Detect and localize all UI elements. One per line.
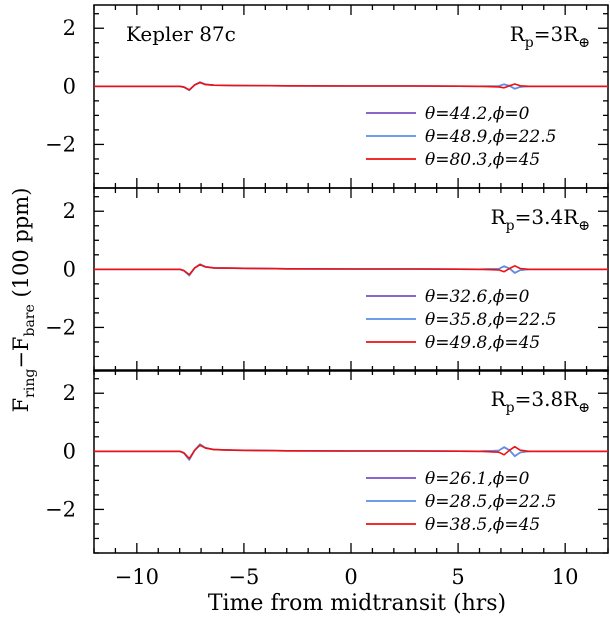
- radius-label: Rp=3.4R⊕: [491, 205, 590, 234]
- radius-earth: ⊕: [578, 218, 590, 234]
- legend-entry-2: θ=48.9,ϕ=22.5: [425, 127, 556, 147]
- x-tick-label: 5: [451, 565, 464, 589]
- legend-entry-3: θ=80.3,ϕ=45: [425, 150, 540, 170]
- y-tick-label: −2: [45, 132, 76, 156]
- radius-earth: ⊕: [578, 400, 590, 416]
- radius-value: =3.8R: [515, 387, 580, 411]
- radius-value: =3R: [534, 22, 579, 46]
- y-tick-label: 0: [63, 74, 76, 98]
- radius-prefix: R: [491, 387, 507, 411]
- radius-prefix: R: [510, 22, 526, 46]
- y-tick-label: 2: [63, 381, 76, 405]
- x-axis-label: Time from midtransit (hrs): [208, 591, 506, 616]
- series-line-3: [94, 263, 608, 276]
- object-label: Kepler 87c: [126, 22, 236, 46]
- radius-prefix: R: [491, 205, 507, 229]
- radius-earth: ⊕: [578, 35, 590, 51]
- x-tick-label: −10: [115, 565, 159, 589]
- radius-sub: p: [506, 400, 515, 416]
- legend-entry-3: θ=49.8,ϕ=45: [425, 333, 540, 353]
- y-axis-label: Fring−Fbare (100 ppm): [9, 188, 38, 413]
- legend-entry-1: θ=32.6,ϕ=0: [425, 287, 530, 307]
- radius-sub: p: [525, 35, 534, 51]
- legend-entry-3: θ=38.5,ϕ=45: [425, 515, 540, 535]
- radius-sub: p: [506, 218, 515, 234]
- legend-entry-1: θ=26.1,ϕ=0: [425, 469, 530, 489]
- legend-entry-2: θ=28.5,ϕ=22.5: [425, 492, 556, 512]
- y-tick-label: −2: [45, 497, 76, 521]
- panel-2: −2 0 2 Rp=3.4R⊕ θ=32.6,ϕ=0 θ=35.8,ϕ=22.5 θ=49.…: [45, 187, 609, 372]
- panels-group: −202 Kepler 87c Rp=3R⊕θ=44.2,ϕ=0θ=48.9,ϕ=2…: [45, 4, 609, 554]
- y-tick-label: −2: [45, 315, 76, 339]
- x-tick-labels: −10 −5 0 5 10: [115, 565, 579, 589]
- y-label-main: F: [9, 398, 33, 413]
- x-tick-label: 10: [552, 565, 579, 589]
- radius-label: Rp=3R⊕: [510, 22, 590, 51]
- y-tick-label: 0: [63, 257, 76, 281]
- y-tick-label: 2: [63, 16, 76, 40]
- series-line-3: [94, 444, 608, 460]
- y-label-minus: −F: [9, 337, 33, 369]
- y-tick-label: 0: [63, 439, 76, 463]
- x-tick-label: 0: [344, 565, 357, 589]
- legend-entry-2: θ=35.8,ϕ=22.5: [425, 310, 556, 330]
- radius-value: =3.4R: [515, 205, 580, 229]
- x-tick-label: −5: [228, 565, 259, 589]
- y-label-sub1: ring: [22, 369, 38, 398]
- panel-3: −2 0 2 Rp=3.8R⊕ θ=26.1,ϕ=0 θ=28.5,ϕ=22.5 θ=38.…: [45, 369, 609, 554]
- y-tick-label: 2: [63, 199, 76, 223]
- panel-1: −2 0 2 Kepler 87c Rp=3R⊕ θ=44.2,ϕ=0 θ=48.9,ϕ=2…: [45, 4, 609, 189]
- series-line-3: [94, 81, 608, 91]
- radius-label: Rp=3.8R⊕: [491, 387, 590, 416]
- y-label-units: (100 ppm): [9, 188, 33, 305]
- series-line-1: [94, 443, 608, 461]
- y-label-sub2: bare: [22, 304, 38, 336]
- legend-entry-1: θ=44.2,ϕ=0: [425, 104, 530, 124]
